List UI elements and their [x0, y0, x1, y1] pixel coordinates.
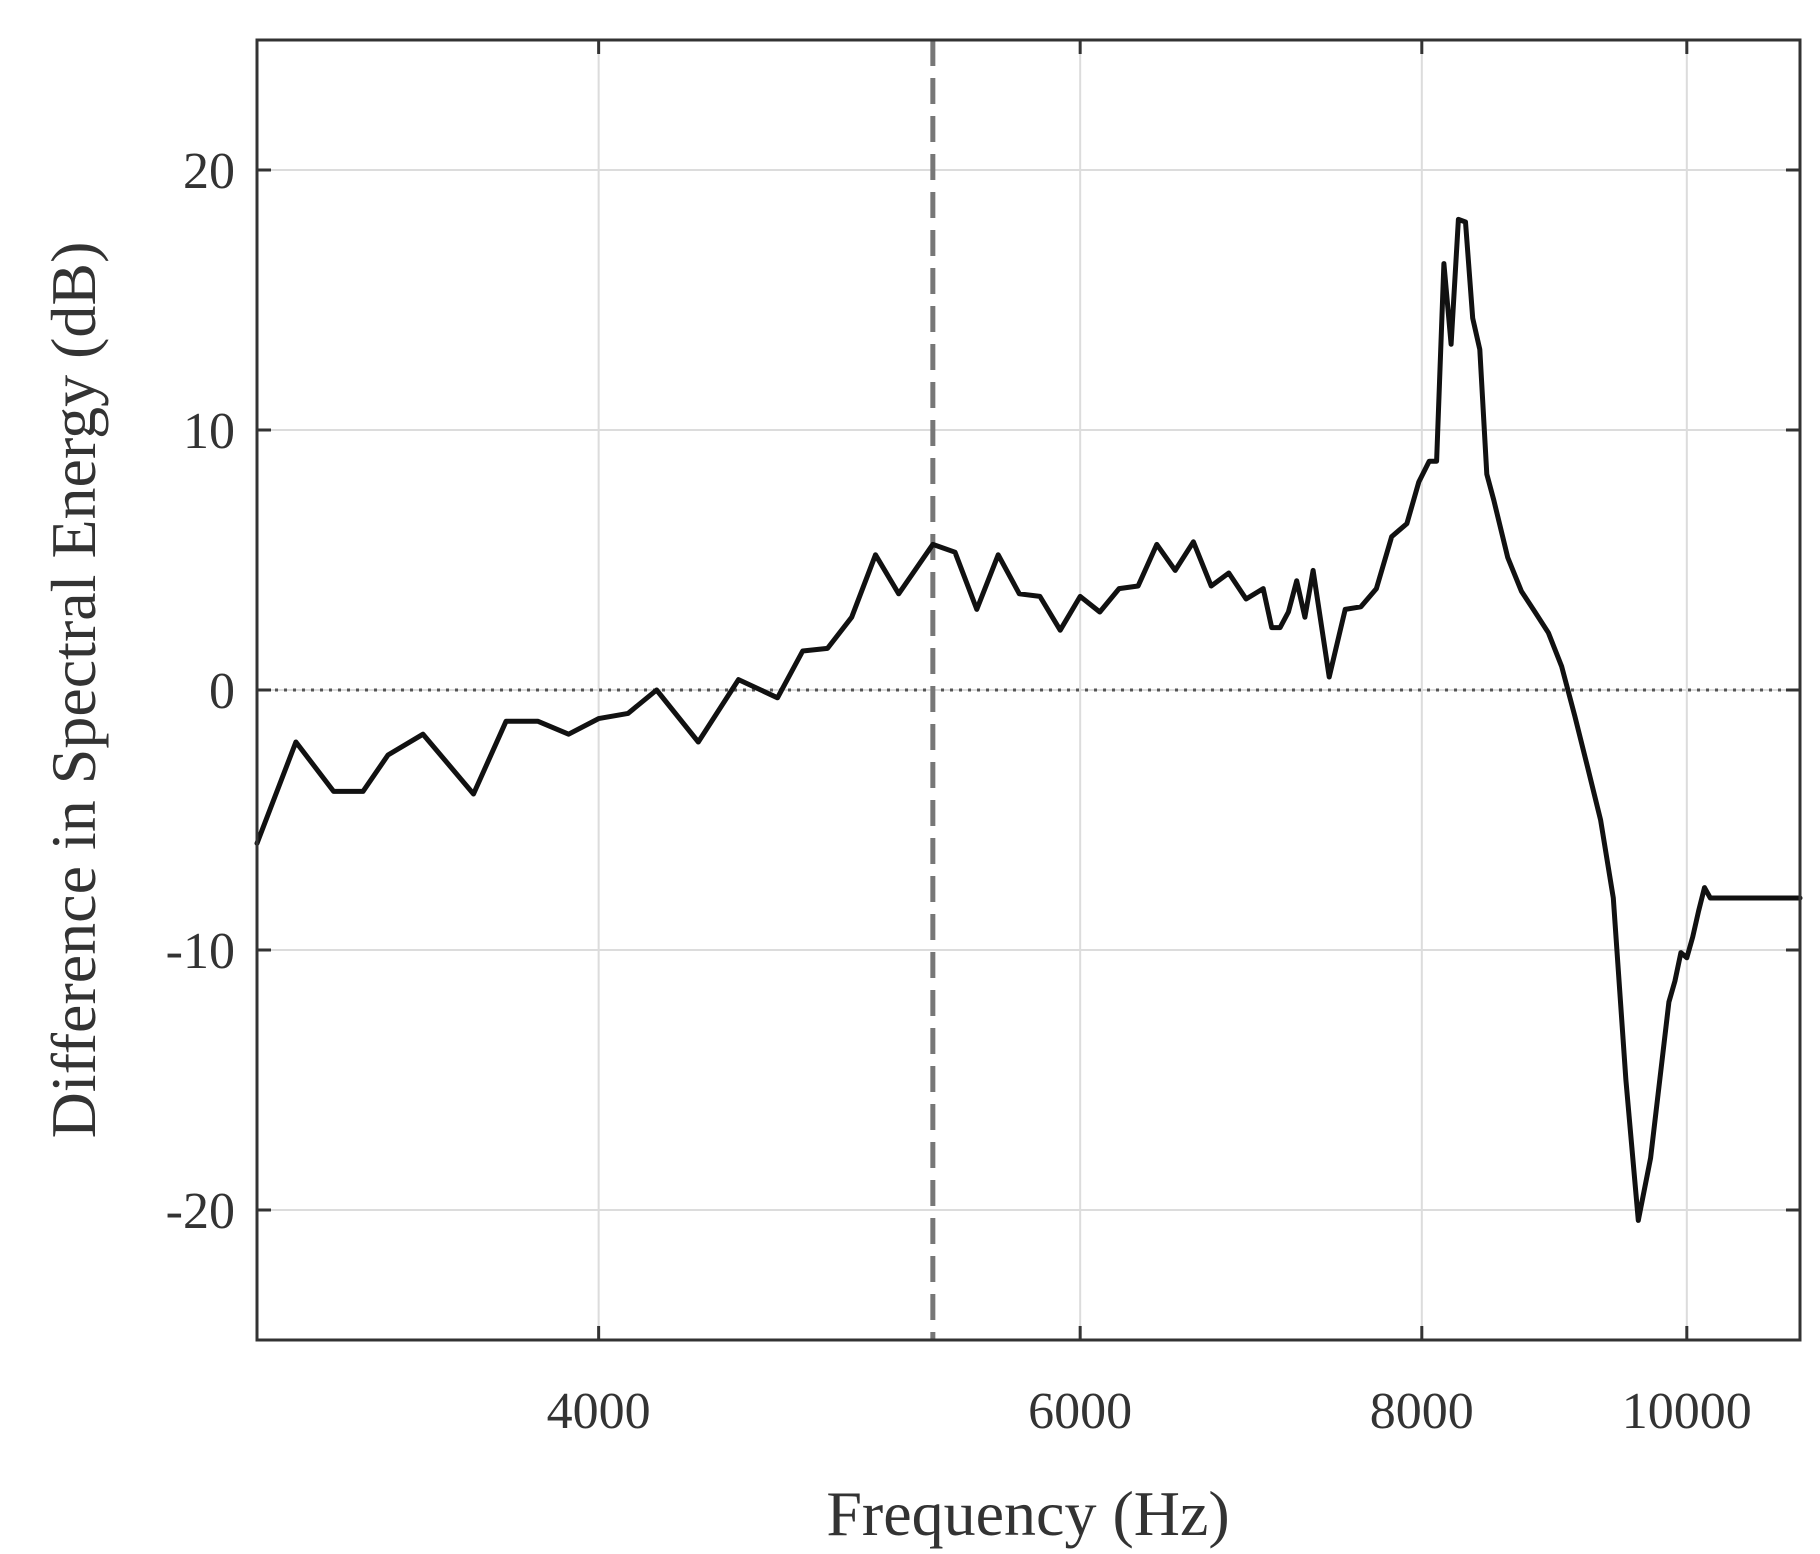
- x-tick-labels: 4000 6000 8000 10000: [547, 1383, 1752, 1440]
- series-line: [254, 216, 1803, 1223]
- y-tick-label: -20: [166, 1183, 235, 1240]
- grid: [257, 40, 1800, 1340]
- y-axis-label: Difference in Spectral Energy (dB): [38, 242, 109, 1139]
- y-tick-label: 20: [183, 143, 235, 200]
- x-tick-label: 8000: [1370, 1383, 1474, 1440]
- x-tick-label: 4000: [547, 1383, 651, 1440]
- y-tick-label: -10: [166, 923, 235, 980]
- y-tick-labels: 20 10 0 -10 -20: [166, 143, 235, 1240]
- y-tick-label: 10: [183, 403, 235, 460]
- reference-lines: [257, 40, 1800, 1340]
- series-layer: [254, 216, 1803, 1223]
- ticks: [257, 40, 1800, 1340]
- x-tick-label: 6000: [1028, 1383, 1132, 1440]
- y-tick-label: 0: [209, 663, 235, 720]
- x-tick-label: 10000: [1622, 1383, 1752, 1440]
- x-axis-label: Frequency (Hz): [826, 1478, 1229, 1549]
